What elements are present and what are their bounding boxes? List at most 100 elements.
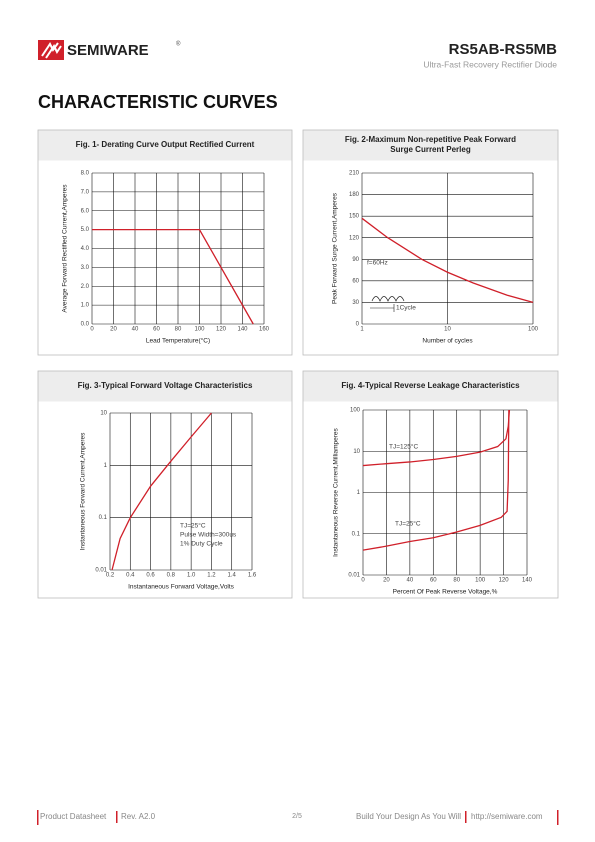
footer-bar: [116, 811, 118, 823]
y-tick-label: 210: [349, 171, 360, 177]
section-title: CHARACTERISTIC CURVES: [38, 92, 278, 112]
x-tick-label: 0: [90, 327, 94, 333]
brand: SEMIWARE: [67, 42, 149, 59]
part-subtitle: Ultra-Fast Recovery Rectifier Diode: [423, 59, 557, 69]
x-tick-label: 1.4: [228, 573, 237, 579]
series-line: [111, 412, 212, 571]
x-axis-label: Lead Temperature(°C): [146, 337, 210, 345]
footer-slogan: Build Your Design As You Will: [356, 812, 461, 821]
y-tick-label: 90: [352, 257, 359, 263]
x-tick-label: 40: [132, 327, 139, 333]
x-tick-label: 80: [453, 578, 460, 584]
y-axis-label: Average Forward Rectified Current,Ampere…: [62, 184, 69, 313]
annotation: Pulse Width=300us: [180, 532, 237, 539]
x-tick-label: 60: [430, 578, 437, 584]
y-tick-label: 1.0: [81, 303, 90, 309]
x-tick-label: 0.4: [126, 573, 135, 579]
panel: [302, 370, 559, 599]
x-tick-label: 140: [237, 327, 248, 333]
annotation: TJ=125°C: [389, 443, 418, 451]
series-line: [361, 217, 534, 304]
panel-header: [38, 130, 292, 161]
y-tick-label: 8.0: [81, 171, 90, 177]
annotation: TJ=25°C: [180, 522, 206, 530]
y-tick-label: 0: [356, 322, 360, 328]
annotation: TJ=25°C: [395, 520, 421, 528]
chart-title: Fig. 1- Derating Curve Output Rectified …: [76, 140, 255, 149]
y-tick-label: 0.1: [99, 515, 108, 521]
y-axis-label: Instantaneous Reverse Current,Milliamper…: [333, 427, 340, 556]
series-line: [362, 409, 510, 551]
y-tick-label: 7.0: [81, 189, 90, 195]
y-axis-label: Instantaneous Forward Current,Amperes: [80, 432, 87, 551]
y-tick-label: 1: [357, 490, 361, 496]
chart: Fig. 1- Derating Curve Output Rectified …: [37, 129, 293, 356]
panel-header: [303, 371, 558, 402]
footer-bar: [37, 810, 39, 825]
y-tick-label: 150: [349, 214, 360, 220]
y-axis-label: Peak Forward Surge Current,Amperes: [332, 192, 339, 304]
panel: [37, 129, 293, 356]
x-tick-label: 20: [110, 327, 117, 333]
y-tick-label: 0.01: [95, 568, 107, 574]
y-tick-label: 3.0: [81, 265, 90, 271]
chart: Fig. 3-Typical Forward Voltage Character…: [37, 370, 293, 599]
footer-bar: [465, 811, 467, 823]
y-tick-label: 30: [352, 300, 359, 306]
series-line: [92, 228, 254, 325]
chart-title: Surge Current Perleg: [390, 145, 471, 154]
y-tick-label: 5.0: [81, 227, 90, 233]
y-tick-label: 2.0: [81, 284, 90, 290]
x-tick-label: 100: [194, 327, 205, 333]
panel: [37, 370, 293, 599]
chart-title: Fig. 2-Maximum Non-repetitive Peak Forwa…: [345, 135, 516, 144]
y-tick-label: 60: [352, 278, 359, 284]
chart: Fig. 2-Maximum Non-repetitive Peak Forwa…: [302, 129, 559, 356]
y-tick-label: 0.01: [348, 573, 360, 579]
footer-doc: Product Datasheet: [40, 812, 107, 821]
x-tick-label: 100: [528, 327, 539, 333]
x-axis-label: Percent Of Peak Reverse Voltage,%: [393, 589, 498, 596]
y-tick-label: 1: [104, 463, 108, 469]
x-tick-label: 60: [153, 327, 160, 333]
panel-header: [38, 371, 292, 402]
annotation: f=60Hz: [367, 260, 388, 267]
y-tick-label: 180: [349, 192, 360, 198]
x-tick-label: 0.6: [146, 573, 155, 579]
x-tick-label: 10: [444, 327, 451, 333]
footer-rev: Rev. A2.0: [121, 812, 156, 821]
y-tick-label: 10: [100, 411, 107, 417]
y-tick-label: 0.0: [81, 322, 90, 328]
x-axis-label: Instantaneous Forward Voltage,Volts: [128, 584, 235, 591]
y-tick-label: 120: [349, 235, 360, 241]
y-tick-label: 0.1: [352, 531, 361, 537]
footer: Product Datasheet Rev. A2.0 2/5 Build Yo…: [37, 810, 559, 825]
x-axis-label: Number of cycles: [422, 338, 473, 345]
x-tick-label: 120: [216, 327, 227, 333]
x-tick-label: 40: [407, 578, 414, 584]
footer-page: 2/5: [292, 813, 302, 820]
cycle-sketch: [370, 296, 405, 312]
chart: Fig. 4-Typical Reverse Leakage Character…: [302, 370, 559, 599]
x-tick-label: 140: [522, 578, 533, 584]
y-tick-label: 6.0: [81, 208, 90, 214]
logo-stripes: [41, 42, 62, 59]
cycle-arrow: [370, 304, 395, 312]
footer-url: http://semiware.com: [471, 812, 543, 821]
footer-bar: [557, 810, 559, 825]
chart-title: Fig. 3-Typical Forward Voltage Character…: [78, 381, 253, 390]
sine-sketch: [371, 296, 405, 302]
x-tick-label: 1.2: [207, 573, 216, 579]
registered: ®: [176, 41, 181, 48]
y-tick-label: 100: [350, 408, 361, 414]
x-tick-label: 120: [499, 578, 510, 584]
x-tick-label: 80: [175, 327, 182, 333]
x-tick-label: 0: [361, 578, 365, 584]
x-tick-label: 0.8: [167, 573, 176, 579]
x-tick-label: 20: [383, 578, 390, 584]
x-tick-label: 0.2: [106, 573, 115, 579]
series-line: [362, 409, 511, 467]
panel-header: [303, 130, 558, 161]
part-number: RS5AB-RS5MB: [449, 41, 558, 58]
